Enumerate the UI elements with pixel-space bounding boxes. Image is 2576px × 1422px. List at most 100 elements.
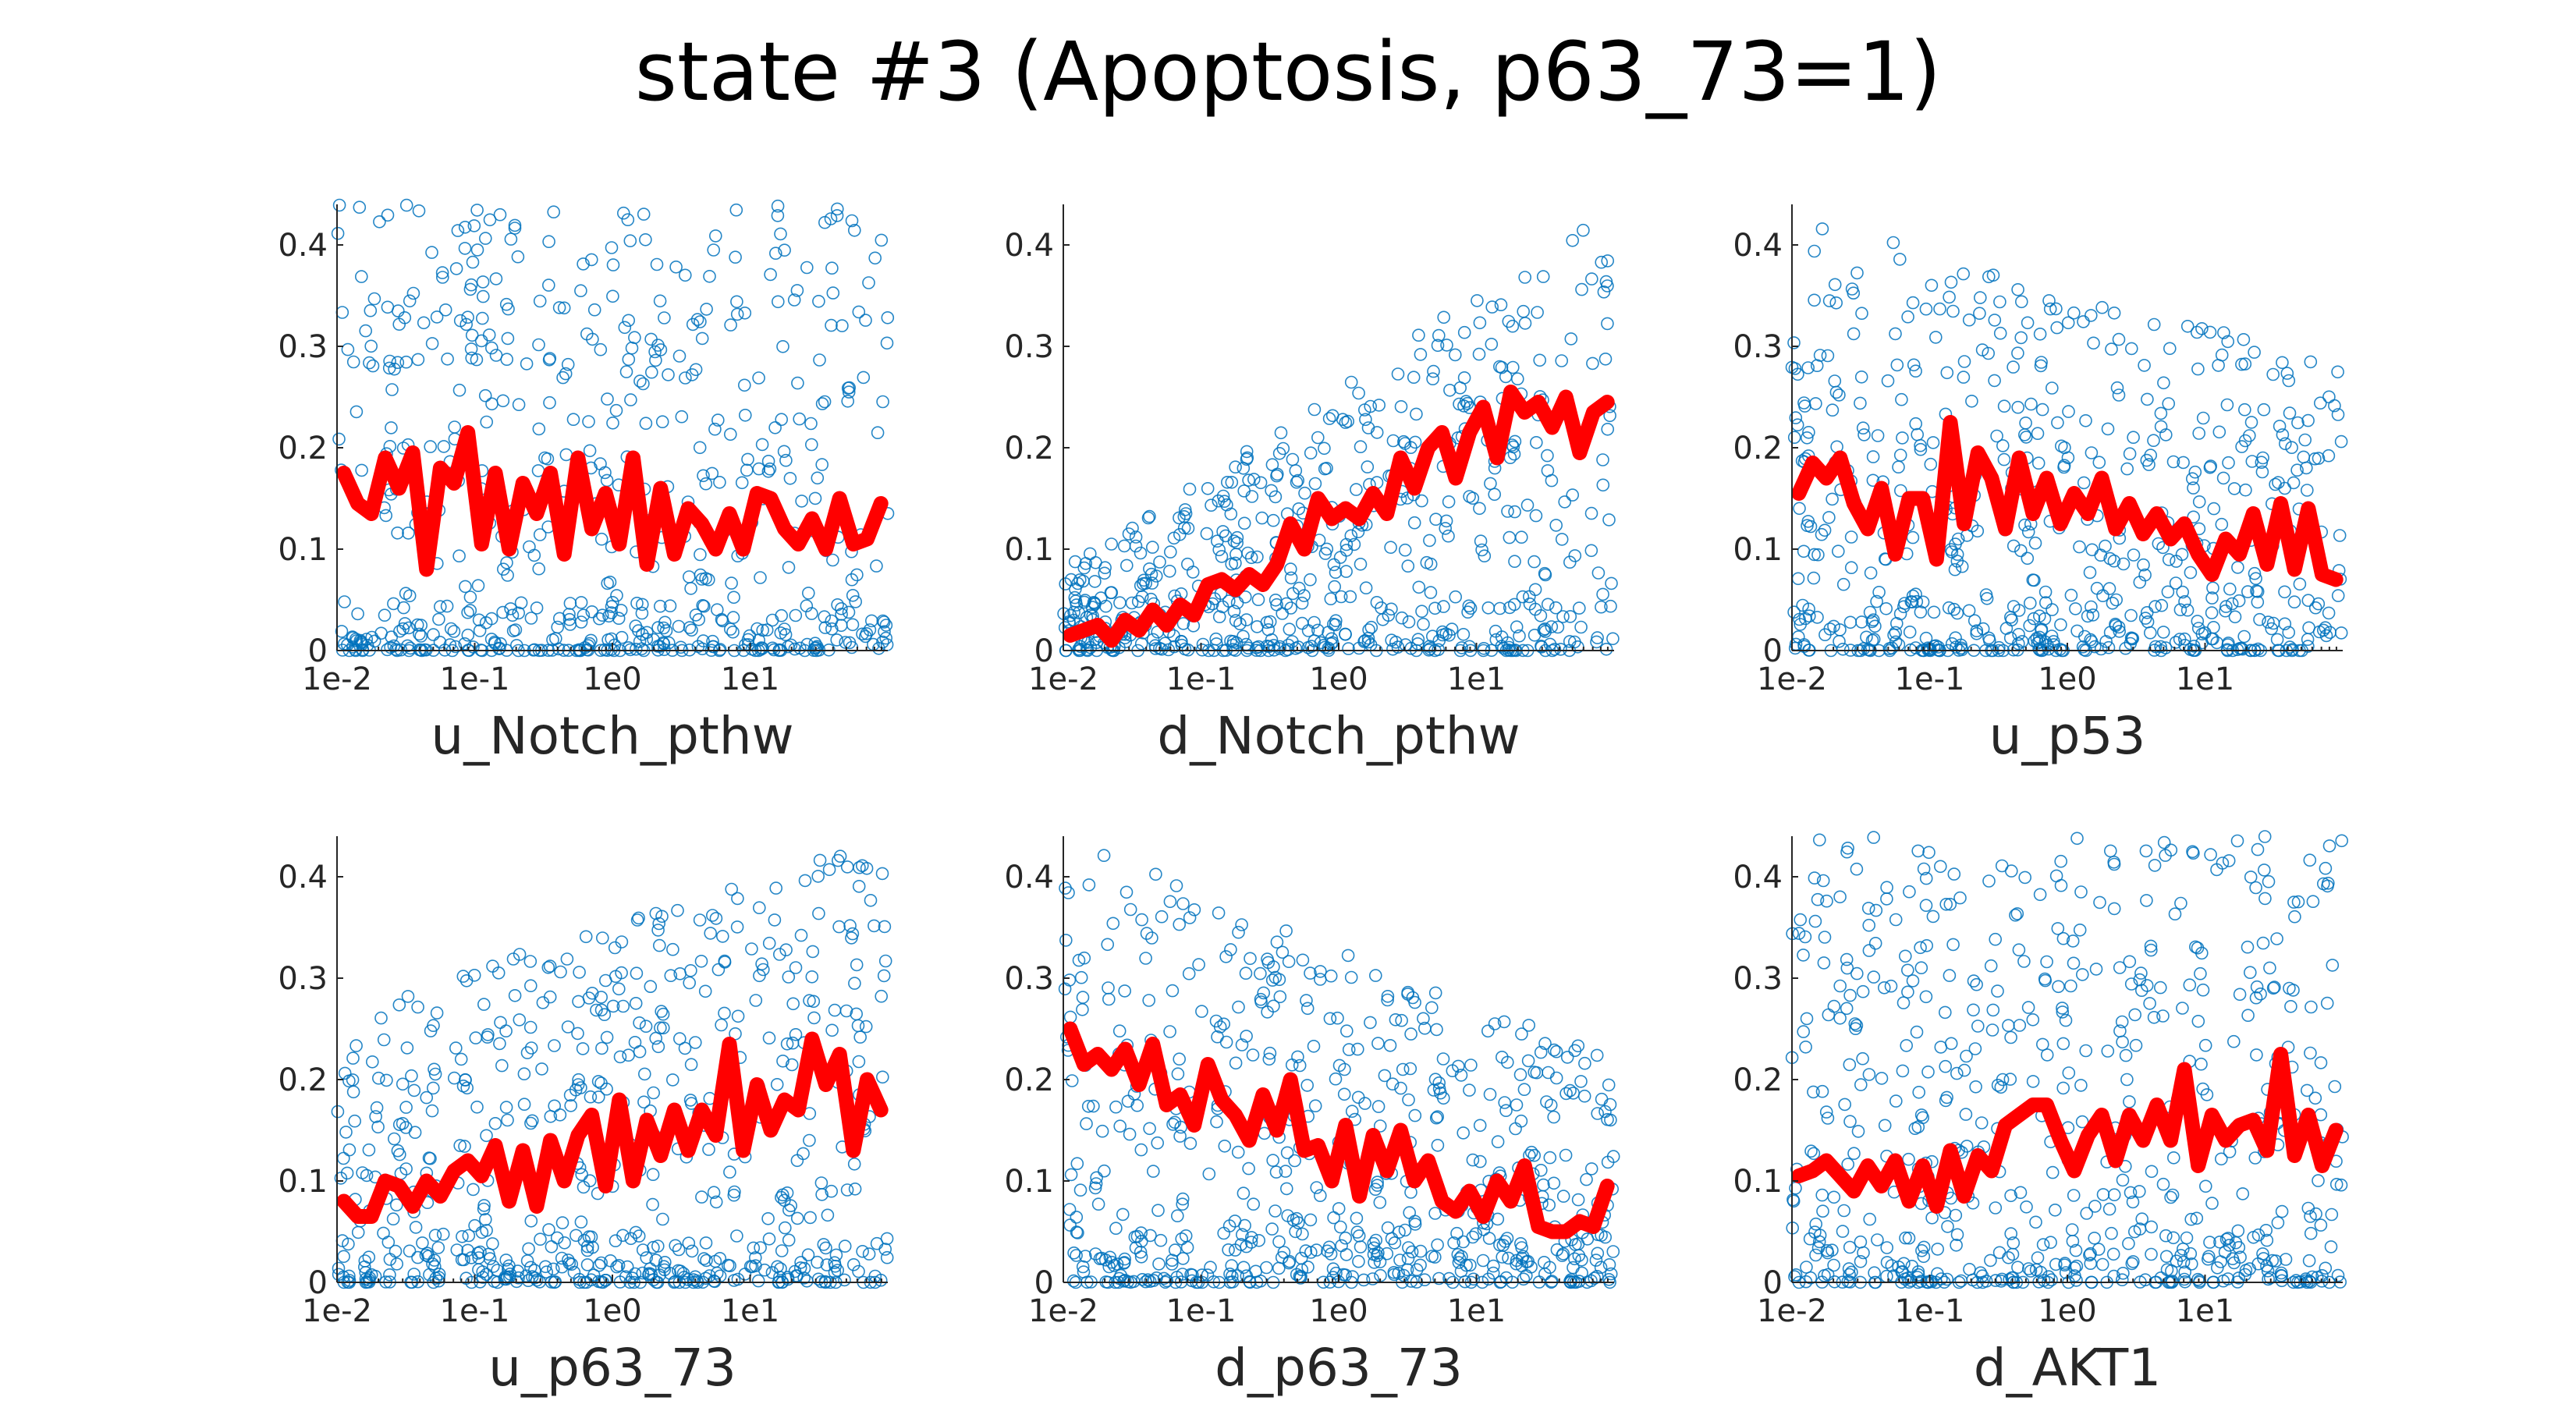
scatter-point	[1371, 1100, 1386, 1113]
scatter-point	[2035, 623, 2048, 637]
scatter-point	[606, 258, 620, 271]
scatter-point	[2046, 381, 2059, 395]
scatter-point	[1914, 442, 1928, 456]
scatter-point	[880, 336, 894, 350]
scatter-point	[1059, 577, 1072, 590]
scatter-point	[762, 1232, 776, 1246]
scatter-point	[1443, 383, 1457, 397]
scatter-point	[1848, 1017, 1862, 1030]
scatter-point	[1516, 590, 1530, 604]
scatter-point	[2140, 894, 2153, 907]
scatter-point	[2085, 446, 2099, 459]
scatter-point	[2084, 633, 2097, 647]
scatter-point	[1431, 1110, 1444, 1123]
scatter-point	[2056, 1081, 2070, 1095]
scatter-point	[763, 462, 777, 476]
scatter-point	[2061, 451, 2075, 465]
scatter-point	[1854, 370, 1868, 384]
scatter-point	[383, 1268, 396, 1282]
scatter-point	[386, 1212, 400, 1225]
scatter-point	[770, 1078, 784, 1091]
scatter-point	[1535, 1164, 1548, 1177]
scatter-point	[398, 617, 412, 630]
scatter-point	[1861, 902, 1875, 915]
scatter-point	[2227, 1034, 2241, 1048]
scatter-point	[1195, 1005, 1208, 1018]
scatter-point	[1342, 1043, 1356, 1056]
scatter-point	[1174, 1120, 1187, 1134]
scatter-point	[1833, 388, 1846, 402]
scatter-point	[2279, 437, 2292, 451]
scatter-point	[435, 266, 449, 279]
scatter-point	[1838, 1098, 1851, 1112]
scatter-point	[875, 233, 889, 247]
scatter-point	[1237, 1186, 1251, 1200]
scatter-point	[779, 453, 793, 467]
scatter-point	[1252, 1234, 1265, 1247]
scatter-point	[1906, 589, 1920, 603]
scatter-point	[740, 463, 754, 477]
scatter-point	[1895, 392, 1908, 406]
scatter-point	[1478, 549, 1492, 563]
scatter-point	[456, 1230, 469, 1243]
scatter-point	[1887, 628, 1900, 642]
scatter-point	[1950, 548, 1964, 562]
scatter-point	[387, 1132, 401, 1146]
scatter-point	[1272, 1261, 1286, 1275]
scatter-point	[1282, 955, 1296, 968]
scatter-point	[1329, 1266, 1343, 1280]
scatter-point	[875, 989, 888, 1003]
scatter-point	[2124, 1186, 2138, 1200]
scatter-point	[1284, 562, 1297, 576]
scatter-point	[575, 1168, 589, 1182]
scatter-point	[637, 1067, 651, 1081]
scatter-point	[1212, 610, 1226, 624]
scatter-point	[782, 1233, 796, 1247]
scatter-point	[1181, 521, 1195, 535]
scatter-point	[1797, 1025, 1810, 1038]
scatter-point	[1880, 1241, 1893, 1254]
scatter-point	[1119, 885, 1134, 899]
scatter-point	[849, 595, 862, 608]
scatter-point	[449, 262, 463, 275]
scatter-point	[2018, 518, 2031, 532]
scatter-point	[846, 588, 860, 602]
scatter-point	[523, 979, 538, 992]
scatter-point	[1604, 1113, 1617, 1127]
scatter-point	[1485, 337, 1499, 351]
scatter-point	[1819, 1105, 1833, 1119]
scatter-point	[584, 253, 598, 267]
scatter-point	[1334, 590, 1348, 604]
scatter-point	[2102, 640, 2116, 654]
scatter-point	[694, 548, 707, 562]
scatter-point	[2196, 411, 2210, 425]
scatter-point	[1871, 429, 1885, 442]
scatter-point	[2199, 1179, 2212, 1193]
scatter-point	[425, 1104, 439, 1118]
scatter-point	[2049, 1257, 2063, 1271]
scatter-point	[1244, 1236, 1258, 1249]
scatter-point	[1169, 879, 1183, 892]
scatter-point	[781, 640, 795, 654]
scatter-point	[2014, 544, 2028, 558]
scatter-point	[1352, 1254, 1365, 1268]
scatter-point	[803, 1133, 816, 1147]
scatter-point	[1327, 558, 1341, 572]
scatter-point	[2248, 346, 2261, 359]
scatter-point	[878, 954, 892, 968]
scatter-point	[438, 303, 452, 317]
scatter-point	[1154, 1233, 1168, 1247]
scatter-point	[662, 368, 675, 381]
scatter-point	[1872, 585, 1886, 599]
scatter-point	[1340, 1024, 1354, 1037]
scatter-point	[2119, 1048, 2133, 1062]
scatter-point	[1513, 629, 1526, 643]
scatter-point	[411, 1000, 424, 1014]
trend-line	[336, 425, 889, 577]
scatter-point	[524, 1215, 538, 1228]
scatter-point	[1840, 845, 1854, 859]
scatter-point	[1833, 979, 1847, 993]
scatter-point	[1857, 428, 1871, 441]
scatter-point	[848, 1183, 862, 1196]
scatter-point	[1488, 624, 1503, 638]
